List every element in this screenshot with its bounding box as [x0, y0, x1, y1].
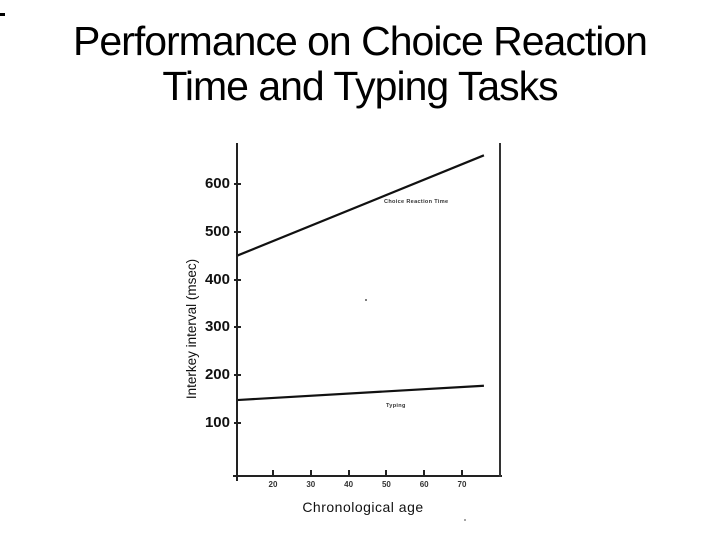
x-tick-label: 50	[381, 480, 391, 489]
series-line-choice-reaction-time	[236, 154, 485, 257]
x-tick-mark	[385, 470, 388, 476]
x-tick-label: 20	[268, 480, 278, 489]
x-tick-mark	[423, 470, 426, 476]
y-tick-mark	[234, 183, 241, 185]
series-label-typing: Typing	[386, 402, 406, 409]
slide-title: Performance on Choice Reaction Time and T…	[0, 19, 720, 109]
x-tick-mark	[347, 470, 350, 476]
y-tick-label: 500	[204, 222, 230, 240]
x-tick-label: 70	[457, 480, 467, 489]
y-tick-mark	[234, 422, 241, 424]
y-tick-mark	[234, 278, 241, 281]
x-tick-mark	[461, 470, 463, 476]
slide-title-line1: Performance on Choice Reaction	[73, 18, 648, 64]
x-axis-line	[233, 475, 502, 477]
x-axis-title: Chronological age	[302, 499, 424, 515]
y-tick-label: 300	[204, 318, 230, 336]
y-tick-mark	[234, 374, 241, 377]
x-tick-mark	[309, 470, 312, 476]
y-axis-title: Interkey interval (msec)	[184, 258, 199, 400]
series-line-typing	[237, 384, 484, 402]
x-tick-label: 30	[306, 480, 316, 489]
y-tick-label: 200	[204, 366, 230, 384]
y-tick-label: 100	[204, 414, 230, 431]
x-tick-label: 40	[344, 480, 354, 489]
series-label-choice-reaction-time: Choice Reaction Time	[384, 198, 449, 205]
scan-artifact-mark	[0, 13, 5, 16]
slide-title-line2: Time and Typing Tasks	[162, 63, 558, 109]
y-tick-label: 400	[204, 270, 230, 288]
y-tick-label: 600	[204, 175, 230, 192]
y-tick-mark	[234, 326, 241, 329]
plot-right-border-line	[499, 143, 501, 477]
x-tick-label: 60	[419, 480, 429, 489]
scan-speckle	[365, 299, 367, 301]
x-tick-mark	[272, 470, 274, 476]
scan-speckle	[464, 519, 466, 521]
y-tick-mark	[234, 230, 241, 233]
y-axis-line	[236, 143, 238, 481]
